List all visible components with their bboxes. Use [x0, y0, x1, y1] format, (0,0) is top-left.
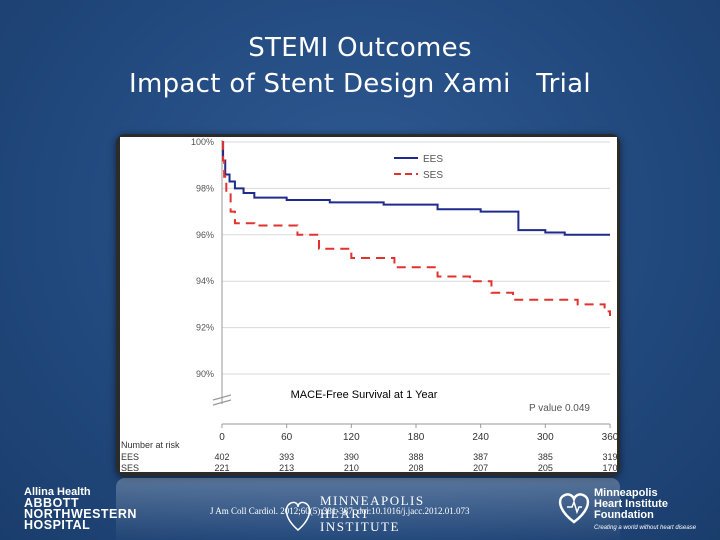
mhif-line-1: Minneapolis	[594, 487, 658, 499]
heart-icon	[285, 501, 311, 531]
x-axis-ticks: 0 60 120 180 240 300 360	[219, 424, 619, 443]
legend: EES SES	[394, 154, 443, 181]
y-gridlines	[222, 141, 610, 375]
anw-line-2: NORTHWESTERN	[24, 507, 137, 521]
x-tick-label: 180	[408, 432, 425, 443]
x-tick-label: 0	[219, 432, 225, 443]
legend-label-ees: EES	[423, 154, 443, 165]
series-line-ses	[222, 141, 611, 316]
mhif-line-3: Foundation	[594, 509, 654, 521]
risk-cell: 221	[214, 463, 229, 473]
y-tick-label: 90%	[196, 369, 214, 379]
risk-cell: 205	[538, 463, 553, 473]
y-tick-label: 94%	[196, 276, 214, 286]
series-lines	[222, 141, 611, 316]
axis-break-1	[212, 394, 232, 401]
risk-row-label: SES	[121, 463, 139, 473]
mhi-line-3: INSTITUTE	[320, 519, 400, 534]
risk-cell: 208	[408, 463, 423, 473]
risk-cell: 213	[279, 463, 294, 473]
chart-reflection	[116, 478, 620, 540]
risk-cell: 387	[473, 452, 488, 462]
anw-line-1: ABBOTT	[24, 496, 80, 510]
y-axis-ticks: 100% 98% 96% 94% 92% 90%	[191, 137, 214, 379]
p-value: P value 0.049	[529, 403, 590, 414]
x-tick-label: 120	[343, 432, 360, 443]
risk-cell: 207	[473, 463, 488, 473]
plot-background	[120, 137, 617, 472]
risk-cell: 170	[602, 463, 617, 473]
risk-table: EES 402 393 390 388 387 385 319 SES 221 213 210 208 2…	[121, 452, 618, 473]
chart-title: MACE-Free Survival at 1 Year	[291, 389, 438, 401]
title-line-1: STEMI Outcomes	[248, 33, 472, 63]
anw-line-3: HOSPITAL	[24, 518, 91, 532]
risk-cell: 393	[279, 452, 294, 462]
risk-cell: 385	[538, 452, 553, 462]
mhif-tagline: Creating a world without heart disease	[594, 525, 697, 531]
abbott-northwestern-logo: Allina Health ABBOTT NORTHWESTERN HOSPIT…	[24, 486, 137, 531]
citation: J Am Coll Cardiol. 2012;60(5):381-387. d…	[210, 506, 470, 516]
risk-cell: 210	[344, 463, 359, 473]
y-tick-label: 98%	[196, 183, 214, 193]
slide-title: STEMI Outcomes Impact of Stent Design Xa…	[0, 30, 720, 102]
x-tick-label: 300	[537, 432, 554, 443]
minneapolis-heart-institute-logo: MINNEAPOLIS HEART INSTITUTE	[320, 494, 425, 533]
x-tick-label: 240	[472, 432, 489, 443]
risk-table-header: Number at risk	[121, 440, 180, 450]
axis-break-2	[212, 399, 232, 406]
legend-label-ses: SES	[423, 170, 443, 181]
risk-row-label: EES	[121, 452, 139, 462]
risk-cell: 402	[214, 452, 229, 462]
x-tick-label: 360	[602, 432, 619, 443]
risk-cell: 388	[408, 452, 423, 462]
risk-cell: 390	[344, 452, 359, 462]
mhif-logo: Minneapolis Heart Institute Foundation C…	[594, 487, 697, 532]
series-line-ees	[222, 141, 610, 236]
mhif-line-2: Heart Institute	[594, 498, 668, 510]
y-tick-label: 92%	[196, 323, 214, 333]
risk-cell: 319	[602, 452, 617, 462]
title-line-2: Impact of Stent Design Xami Trial	[129, 69, 591, 99]
mhi-line-2: HEART	[320, 506, 371, 521]
foundation-heart-icon	[558, 493, 590, 524]
x-tick-label: 60	[281, 432, 293, 443]
y-tick-label: 96%	[196, 230, 214, 240]
mhi-line-1: MINNEAPOLIS	[320, 493, 425, 508]
allina-health-label: Allina Health	[24, 486, 91, 498]
y-tick-label: 100%	[191, 137, 214, 147]
